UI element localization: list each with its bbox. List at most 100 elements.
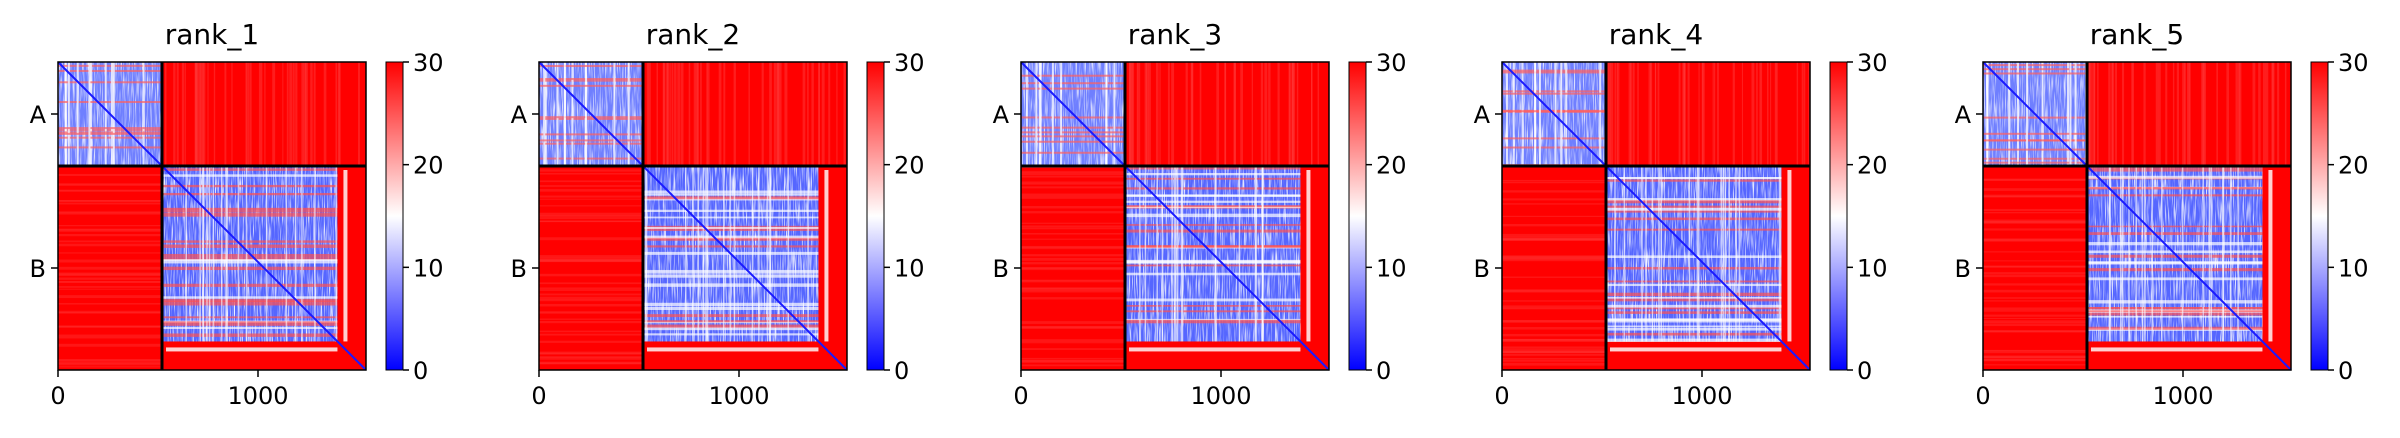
block-A-col bbox=[1986, 62, 1989, 166]
offdiag-streak bbox=[539, 237, 643, 241]
offdiag-streak bbox=[539, 215, 643, 218]
offdiag-streak bbox=[213, 62, 216, 166]
block-B-col bbox=[2208, 166, 2211, 342]
block-A-row bbox=[58, 69, 162, 72]
block-A-row bbox=[1502, 110, 1606, 113]
colorbar-tick-label: 10 bbox=[894, 254, 925, 282]
block-B-row bbox=[1125, 305, 1301, 307]
block-B-row bbox=[162, 323, 338, 326]
block-B-row bbox=[1606, 327, 1782, 331]
offdiag-streak bbox=[1983, 228, 2087, 231]
offdiag-streak bbox=[1801, 62, 1804, 166]
offdiag-streak bbox=[2143, 62, 2146, 166]
offdiag-streak bbox=[1759, 62, 1762, 166]
offdiag-streak bbox=[2092, 62, 2096, 166]
colorbar-tick-label: 20 bbox=[894, 152, 925, 180]
plot-frame bbox=[57, 61, 367, 371]
offdiag-streak bbox=[245, 62, 247, 166]
block-A-row bbox=[539, 79, 643, 82]
block-B-row bbox=[162, 244, 338, 248]
block-A-row bbox=[1021, 135, 1125, 138]
block-B-col bbox=[185, 166, 187, 342]
offdiag-streak bbox=[1021, 193, 1125, 197]
offdiag-streak bbox=[2097, 62, 2099, 166]
offdiag-streak bbox=[539, 357, 643, 360]
offdiag-streak bbox=[1637, 62, 1639, 166]
offdiag-streak bbox=[1616, 62, 1618, 166]
block-B-row bbox=[2087, 175, 2263, 179]
block-B-row bbox=[162, 298, 338, 302]
offdiag-streak bbox=[1021, 267, 1125, 271]
offdiag-streak bbox=[1983, 178, 2087, 182]
x-tick-label: 0 bbox=[1013, 382, 1028, 410]
y-tick-label: A bbox=[30, 101, 47, 129]
panel-rank_2: rank_2 A B 0 1000 0 10 20 30 bbox=[511, 18, 925, 410]
block-B-col bbox=[285, 166, 288, 342]
block-B-stripe bbox=[647, 347, 819, 352]
offdiag-streak bbox=[539, 362, 643, 365]
offdiag-streak bbox=[58, 343, 162, 347]
offdiag-streak bbox=[539, 212, 643, 216]
offdiag-streak bbox=[1502, 179, 1606, 182]
offdiag-streak bbox=[828, 62, 831, 166]
offdiag-streak bbox=[1021, 246, 1125, 248]
block-B-col bbox=[787, 166, 790, 342]
offdiag-streak bbox=[58, 200, 162, 202]
offdiag-streak bbox=[1167, 62, 1170, 166]
offdiag-streak bbox=[1021, 287, 1125, 290]
offdiag-streak bbox=[1502, 215, 1606, 217]
offdiag-streak bbox=[58, 366, 162, 368]
offdiag-streak bbox=[539, 352, 643, 355]
offdiag-streak bbox=[58, 259, 162, 263]
block-B-row bbox=[162, 174, 338, 177]
offdiag-streak bbox=[2172, 62, 2175, 166]
offdiag-streak bbox=[1264, 62, 1268, 166]
block-A-row bbox=[58, 81, 162, 84]
offdiag-streak bbox=[539, 169, 643, 172]
block-B-row bbox=[2087, 166, 2263, 170]
block-B-row bbox=[162, 207, 338, 210]
offdiag-streak bbox=[671, 62, 674, 166]
block-A-col bbox=[76, 62, 79, 166]
block-B-row bbox=[162, 259, 338, 261]
offdiag-streak bbox=[539, 289, 643, 291]
block-A-row bbox=[1983, 64, 2087, 67]
block-B-col bbox=[1215, 166, 1217, 342]
offdiag-streak bbox=[1021, 357, 1125, 360]
offdiag-streak bbox=[2226, 62, 2230, 166]
block-A-row bbox=[539, 65, 643, 68]
offdiag-streak bbox=[181, 62, 185, 166]
offdiag-streak bbox=[1136, 62, 1138, 166]
offdiag-streak bbox=[539, 259, 643, 263]
offdiag-streak bbox=[58, 189, 162, 192]
colorbar-tick-label: 20 bbox=[1857, 152, 1888, 180]
offdiag-streak bbox=[1983, 356, 2087, 359]
offdiag-streak bbox=[539, 259, 643, 262]
offdiag-streak bbox=[1251, 62, 1253, 166]
offdiag-streak bbox=[1502, 338, 1606, 342]
offdiag-streak bbox=[1983, 272, 2087, 275]
block-B-row bbox=[1606, 217, 1782, 221]
x-tick-label: 0 bbox=[1975, 382, 1990, 410]
offdiag-streak bbox=[1159, 62, 1161, 166]
colorbar-tick-label: 30 bbox=[2338, 49, 2369, 77]
block-B-row bbox=[1606, 255, 1782, 258]
block-B-col bbox=[1696, 166, 1699, 342]
y-tick-label: B bbox=[511, 255, 527, 283]
block-B-col bbox=[692, 166, 694, 342]
block-B-row bbox=[162, 240, 338, 243]
offdiag-streak bbox=[696, 62, 699, 166]
offdiag-streak bbox=[58, 273, 162, 277]
block-A-col bbox=[2074, 62, 2077, 166]
block-B-col bbox=[1660, 166, 1663, 342]
offdiag-streak bbox=[1983, 260, 2087, 262]
offdiag-streak bbox=[1629, 62, 1632, 166]
block-B-col bbox=[1161, 166, 1164, 342]
block-A-col bbox=[544, 62, 547, 166]
offdiag-streak bbox=[2158, 62, 2161, 166]
offdiag-streak bbox=[1751, 62, 1755, 166]
block-B-row bbox=[162, 168, 338, 171]
offdiag-streak bbox=[1983, 265, 2087, 268]
offdiag-streak bbox=[1021, 181, 1125, 184]
offdiag-streak bbox=[295, 62, 298, 166]
